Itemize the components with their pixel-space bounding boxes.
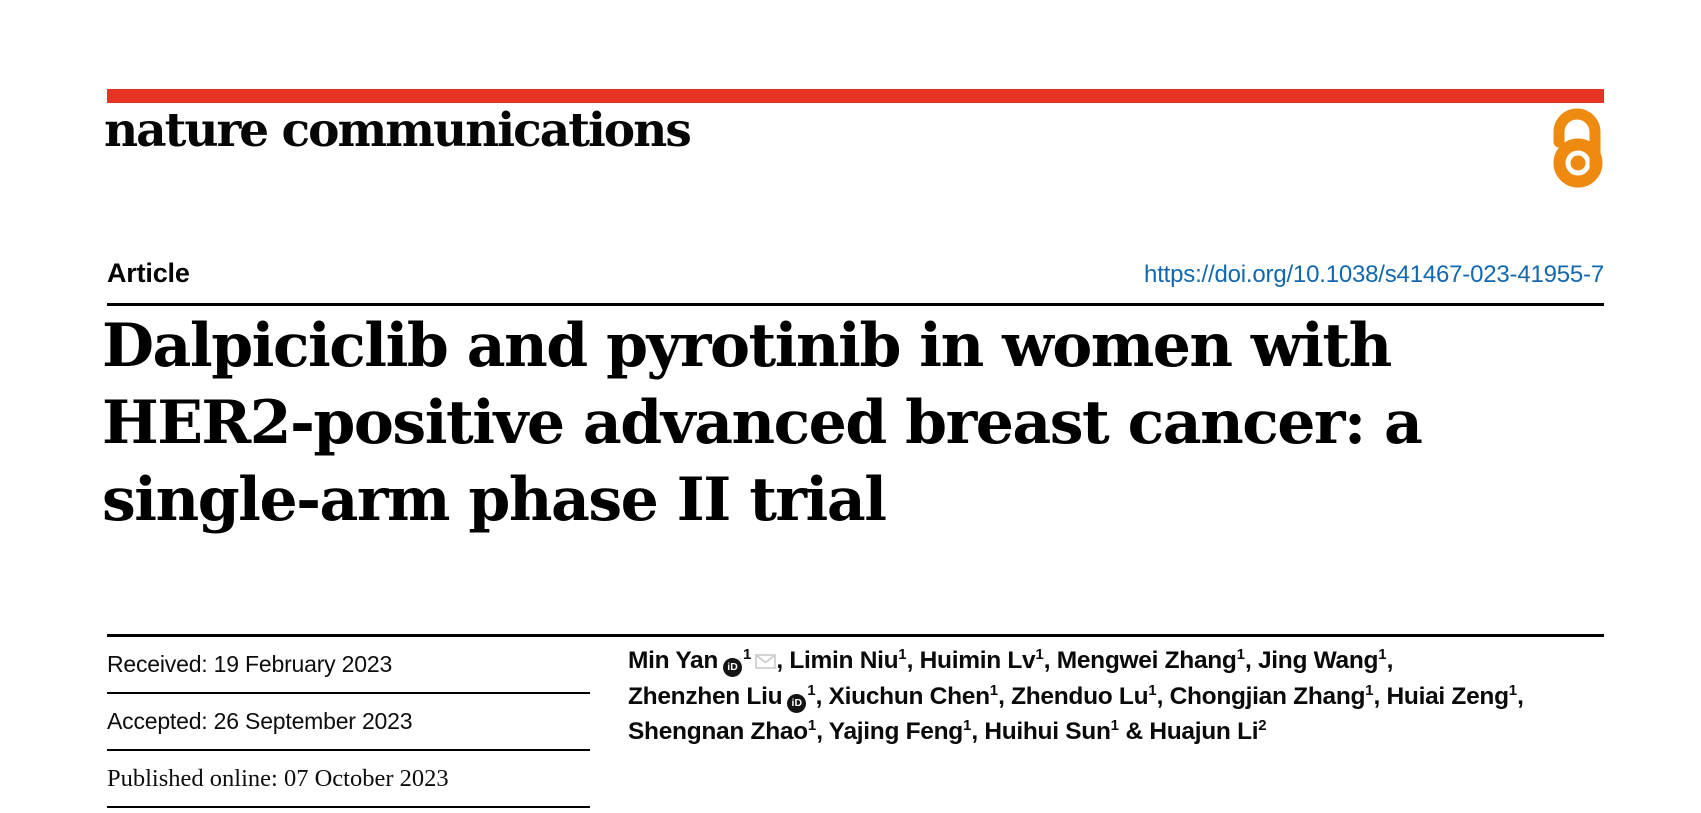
article-title: Dalpiciclib and pyrotinib in women with … bbox=[102, 308, 1423, 539]
orcid-icon[interactable]: iD bbox=[723, 658, 743, 677]
author-name-text: & Huajun Li bbox=[1118, 718, 1259, 745]
author-name-text: , bbox=[1517, 683, 1524, 710]
open-access-icon bbox=[1551, 108, 1605, 188]
orcid-icon[interactable]: iD bbox=[787, 694, 807, 713]
email-icon[interactable] bbox=[755, 644, 777, 679]
doi-link[interactable]: https://doi.org/10.1038/s41467-023-41955… bbox=[1144, 261, 1604, 288]
title-line: HER2-positive advanced breast cancer: a bbox=[102, 388, 1423, 458]
affiliation-superscript: 1 bbox=[807, 717, 817, 734]
published-date-row: Published online: 07 October 2023 bbox=[107, 751, 590, 808]
author-list: Min Yan iD1, Limin Niu1, Huimin Lv1, Meng… bbox=[628, 643, 1628, 749]
author-name-text: , Huihui Sun bbox=[971, 718, 1111, 745]
affiliation-superscript: 1 bbox=[743, 646, 752, 663]
author-name-text: , Zhenduo Lu bbox=[998, 683, 1149, 710]
title-line: single-arm phase II trial bbox=[102, 465, 887, 535]
affiliation-superscript: 1 bbox=[1110, 717, 1119, 734]
author-name-text: , Limin Niu bbox=[776, 647, 899, 674]
author-line: Min Yan iD1, Limin Niu1, Huimin Lv1, Meng… bbox=[628, 643, 1628, 679]
divider-above-metadata bbox=[107, 634, 1604, 637]
article-header-row: Article https://doi.org/10.1038/s41467-0… bbox=[107, 258, 1604, 289]
author-line: Shengnan Zhao1, Yajing Feng1, Huihui Sun… bbox=[628, 714, 1628, 749]
author-name-text: , Xiuchun Chen bbox=[815, 683, 990, 710]
author-name-text: , Jing Wang bbox=[1244, 647, 1379, 674]
affiliation-superscript: 1 bbox=[898, 646, 907, 663]
author-name-text: , Mengwei Zhang bbox=[1043, 647, 1237, 674]
author-line: Zhenzhen Liu iD1, Xiuchun Chen1, Zhenduo … bbox=[628, 679, 1628, 714]
accepted-date: Accepted: 26 September 2023 bbox=[107, 708, 413, 734]
journal-logo: nature communications bbox=[104, 103, 692, 158]
affiliation-superscript: 2 bbox=[1258, 717, 1267, 734]
published-date: Published online: 07 October 2023 bbox=[107, 764, 449, 792]
affiliation-superscript: 1 bbox=[1378, 646, 1387, 663]
author-name-text: Zhenzhen Liu bbox=[628, 683, 783, 710]
journal-accent-bar bbox=[107, 89, 1604, 103]
affiliation-superscript: 1 bbox=[1035, 646, 1044, 663]
affiliation-superscript: 1 bbox=[962, 717, 972, 734]
author-name-text: , Yajing Feng bbox=[816, 718, 963, 745]
affiliation-superscript: 1 bbox=[807, 682, 816, 699]
affiliation-superscript: 1 bbox=[1148, 682, 1157, 699]
article-dates: Received: 19 February 2023 Accepted: 26 … bbox=[107, 637, 590, 808]
affiliation-superscript: 1 bbox=[1365, 682, 1374, 699]
author-name-text: , bbox=[1386, 647, 1394, 674]
affiliation-superscript: 1 bbox=[1508, 682, 1518, 699]
author-name-text: Min Yan bbox=[628, 647, 719, 674]
author-name-text: , Huimin Lv bbox=[906, 647, 1036, 674]
title-line: Dalpiciclib and pyrotinib in women with bbox=[102, 311, 1392, 381]
affiliation-superscript: 1 bbox=[1236, 646, 1245, 663]
author-name-text: , Huiai Zeng bbox=[1373, 683, 1510, 710]
received-date-row: Received: 19 February 2023 bbox=[107, 637, 590, 694]
article-type-label: Article bbox=[107, 258, 190, 288]
received-date: Received: 19 February 2023 bbox=[107, 651, 393, 677]
divider-under-article-label bbox=[107, 303, 1604, 306]
affiliation-superscript: 1 bbox=[989, 682, 999, 699]
accepted-date-row: Accepted: 26 September 2023 bbox=[107, 694, 590, 751]
author-name-text: , Chongjian Zhang bbox=[1156, 683, 1366, 710]
author-name-text: Shengnan Zhao bbox=[628, 718, 808, 745]
